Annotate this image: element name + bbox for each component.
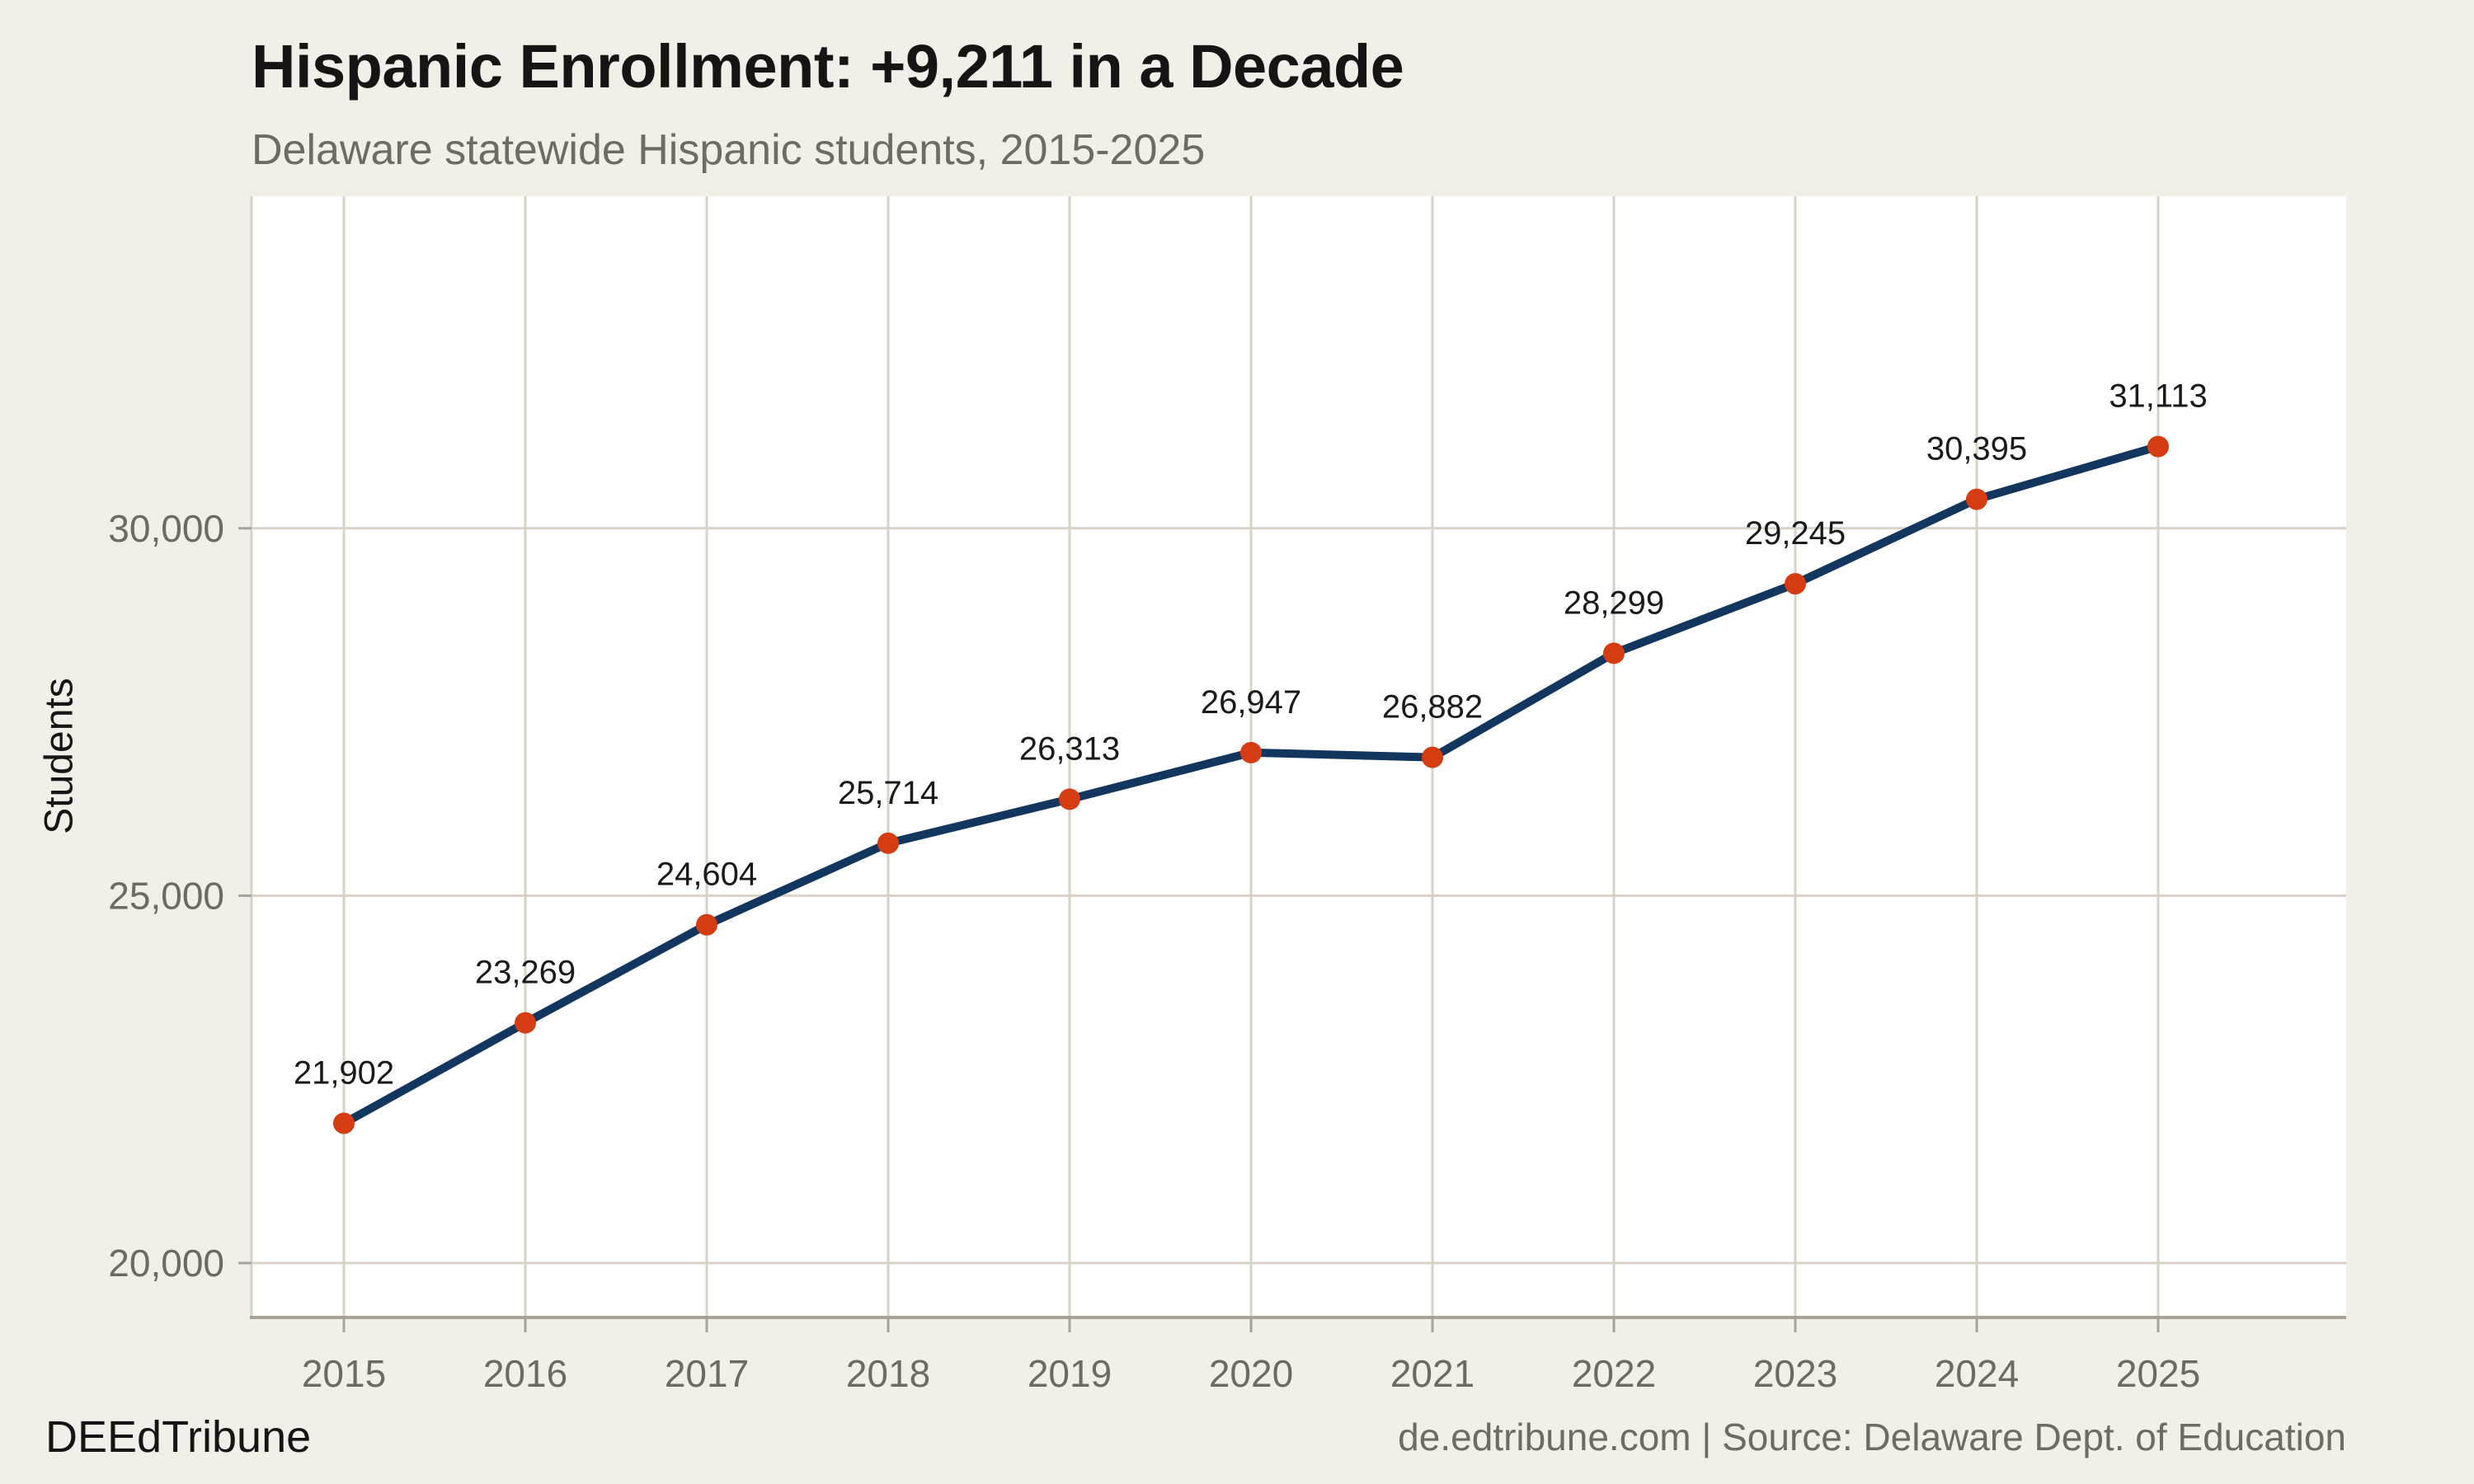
data-point	[1059, 788, 1080, 810]
data-point-label: 26,947	[1201, 684, 1301, 721]
x-tick-label: 2025	[2116, 1352, 2200, 1395]
x-tick-label: 2022	[1572, 1352, 1656, 1395]
x-tick-label: 2016	[483, 1352, 567, 1395]
data-point	[1603, 642, 1625, 665]
x-tick-label: 2017	[665, 1352, 749, 1395]
x-tick-label: 2024	[1935, 1352, 2019, 1395]
data-point	[515, 1012, 536, 1034]
data-point	[696, 913, 717, 936]
data-point	[333, 1112, 355, 1134]
data-point-label: 31,113	[2109, 378, 2207, 415]
chart-title: Hispanic Enrollment: +9,211 in a Decade	[252, 32, 1404, 101]
x-tick-label: 2019	[1028, 1352, 1112, 1395]
data-point-label: 26,882	[1382, 689, 1483, 726]
x-tick-label: 2018	[846, 1352, 930, 1395]
data-point-label: 29,245	[1745, 515, 1846, 552]
source-attribution: de.edtribune.com | Source: Delaware Dept…	[1398, 1416, 2346, 1458]
data-point-label: 23,269	[475, 955, 576, 991]
data-point	[1966, 488, 1987, 510]
data-point	[877, 832, 899, 854]
data-point	[2147, 435, 2169, 458]
y-tick-label: 20,000	[108, 1242, 224, 1284]
y-tick-label: 30,000	[108, 507, 224, 550]
x-tick-label: 2020	[1209, 1352, 1293, 1395]
data-point-label: 26,313	[1019, 730, 1120, 767]
data-point-label: 25,714	[838, 775, 938, 811]
chart-subtitle: Delaware statewide Hispanic students, 20…	[252, 126, 1206, 174]
x-tick-label: 2015	[302, 1352, 386, 1395]
y-tick-label: 25,000	[108, 874, 224, 917]
data-point-label: 24,604	[656, 857, 757, 893]
x-tick-label: 2021	[1390, 1352, 1475, 1395]
data-point	[1240, 741, 1262, 763]
data-point	[1422, 746, 1443, 768]
data-point-label: 30,395	[1926, 431, 2027, 467]
data-point	[1785, 573, 1806, 595]
data-point-label: 21,902	[294, 1054, 394, 1091]
data-point-label: 28,299	[1564, 585, 1664, 621]
x-tick-label: 2023	[1753, 1352, 1837, 1395]
brand-logo-text: DEEdTribune	[45, 1412, 312, 1462]
